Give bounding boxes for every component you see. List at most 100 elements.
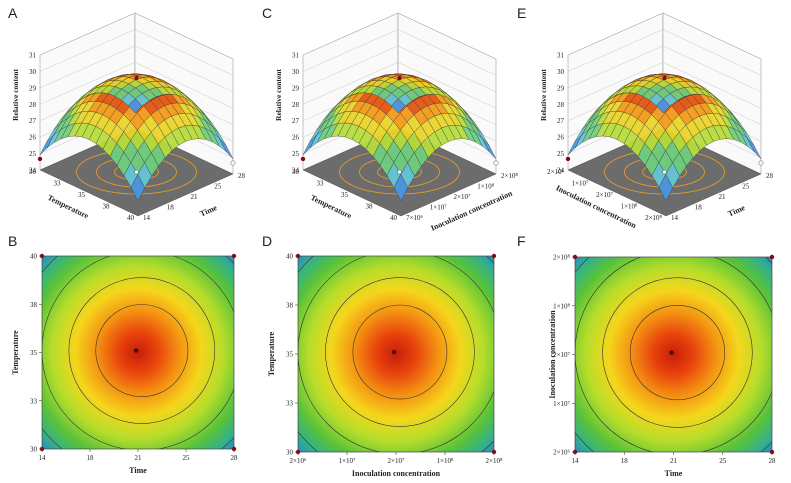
x-tick-label: 25 bbox=[214, 183, 222, 191]
wall-gridline bbox=[567, 29, 762, 76]
z-tick-label: 27 bbox=[557, 117, 565, 125]
y-axis-label: Temperature bbox=[11, 330, 20, 375]
z-tick-label: 28 bbox=[29, 101, 37, 109]
y-tick-label: 35 bbox=[286, 351, 294, 359]
panel-letters: A C E B D F bbox=[8, 5, 526, 249]
x-tick-label: 2×10⁷ bbox=[388, 457, 405, 465]
contour-line bbox=[602, 277, 753, 428]
y-tick-label: 38 bbox=[30, 301, 38, 309]
y-tick-label: 30 bbox=[30, 446, 38, 454]
x-tick-label: 2×10⁸ bbox=[486, 457, 503, 465]
contour-line bbox=[68, 277, 216, 424]
z-tick-label: 30 bbox=[292, 68, 300, 76]
x-tick-label: 2×10⁸ bbox=[501, 172, 518, 180]
y-tick-label: 30 bbox=[29, 168, 37, 176]
z-tick-label: 29 bbox=[292, 84, 300, 92]
z-tick-label: 24 bbox=[292, 167, 300, 175]
z-tick-label: 24 bbox=[557, 167, 565, 175]
z-tick-label: 29 bbox=[29, 84, 37, 92]
y-tick-label: 2×10⁶ bbox=[553, 449, 570, 457]
floor-center-point bbox=[662, 169, 667, 175]
wall-gridline bbox=[567, 45, 762, 93]
y-tick-label: 33 bbox=[286, 400, 294, 408]
contour-line bbox=[95, 304, 189, 397]
z-tick-label: 25 bbox=[292, 150, 300, 158]
x-axis-label: Time bbox=[727, 203, 747, 219]
x-tick-label: 2×10⁷ bbox=[454, 193, 471, 201]
panel-letter-d: D bbox=[262, 233, 272, 249]
z-tick-label: 29 bbox=[557, 84, 565, 92]
wall-gridline bbox=[39, 62, 234, 109]
x-tick-label: 14 bbox=[671, 214, 679, 222]
y-axis-label: Inoculation concentration bbox=[548, 310, 557, 399]
contour-heatmap bbox=[298, 256, 494, 452]
x-tick-label: 18 bbox=[695, 204, 703, 212]
contour-panel-f: 14 18 21 25 28 2×10⁶ 1×10⁷ 2×10⁷ 1×10⁸ 2×10⁸ Time I… bbox=[548, 254, 777, 479]
y-axis-label: Temperature bbox=[267, 331, 276, 376]
x-tick-label: 1×10⁷ bbox=[339, 457, 356, 465]
y-tick-label: 40 bbox=[30, 253, 38, 261]
y-tick-label: 2×10⁸ bbox=[553, 254, 570, 262]
x-tick-label: 28 bbox=[238, 172, 246, 180]
wall-gridline bbox=[39, 29, 234, 76]
y-tick-label: 2×10⁷ bbox=[553, 351, 570, 359]
z-tick-label: 31 bbox=[29, 52, 37, 60]
y-tick-label: 35 bbox=[30, 349, 38, 357]
z-axis-label: Relative content bbox=[539, 69, 548, 121]
surface-facet bbox=[655, 98, 671, 114]
z-tick-label: 30 bbox=[557, 68, 565, 76]
z-tick-label: 26 bbox=[292, 134, 300, 142]
x-tick-label: 25 bbox=[742, 183, 750, 191]
y-tick-label: 40 bbox=[286, 253, 294, 261]
x-axis-label: Time bbox=[199, 203, 219, 219]
wall-gridline bbox=[302, 62, 497, 109]
surface-facet bbox=[127, 98, 143, 114]
wall-gridline bbox=[567, 62, 762, 109]
wall-gridline bbox=[39, 45, 234, 93]
y-tick-label: 2×10⁶ bbox=[547, 168, 564, 176]
center-design-point bbox=[133, 348, 139, 353]
x-axis-label: Inoculation concentration bbox=[352, 469, 441, 478]
y-tick-label: 1×10⁷ bbox=[553, 400, 570, 408]
x-tick-label: 18 bbox=[167, 204, 175, 212]
surface-panel-a: 24 25 26 27 28 29 30 31 Relative content 30 33 35 38… bbox=[11, 12, 246, 222]
x-tick-label: 21 bbox=[670, 457, 678, 465]
contour-line bbox=[325, 277, 475, 427]
z-tick-label: 26 bbox=[29, 134, 37, 142]
x-tick-label: 14 bbox=[143, 214, 151, 222]
wall-gridline bbox=[302, 29, 497, 76]
y-tick-label: 38 bbox=[103, 203, 111, 211]
x-tick-label: 28 bbox=[769, 457, 777, 465]
x-tick-label: 1×10⁸ bbox=[477, 183, 494, 191]
y-tick-label: 1×10⁷ bbox=[572, 180, 589, 188]
x-axis-label: Time bbox=[665, 469, 683, 478]
center-design-point bbox=[669, 350, 674, 355]
z-tick-label: 25 bbox=[29, 150, 37, 158]
edge-design-point bbox=[565, 156, 571, 162]
y-tick-label: 33 bbox=[317, 180, 325, 188]
z-tick-label: 26 bbox=[557, 134, 565, 142]
z-tick-label: 24 bbox=[29, 167, 37, 175]
edge-design-point bbox=[493, 160, 499, 166]
contour-panel-d: 2×10⁶ 1×10⁷ 2×10⁷ 1×10⁸ 2×10⁸ 30 33 35 38 40 Inocu… bbox=[267, 253, 503, 479]
contour-panel-b: 14 18 21 25 28 30 33 35 38 40 Time Temperature bbox=[11, 253, 238, 476]
z-tick-label: 31 bbox=[292, 52, 300, 60]
z-tick-label: 31 bbox=[557, 52, 565, 60]
z-tick-label: 27 bbox=[292, 117, 300, 125]
y-tick-label: 35 bbox=[78, 191, 86, 199]
surface-panel-e: 24 25 26 27 28 29 30 31 Relative content 2×10⁶ 1×1… bbox=[539, 12, 774, 230]
y-tick-label: 38 bbox=[286, 302, 294, 310]
z-tick-label: 27 bbox=[29, 117, 37, 125]
contour-line bbox=[352, 304, 448, 400]
panel-letter-a: A bbox=[8, 5, 18, 21]
edge-design-point bbox=[300, 156, 306, 162]
x-tick-label: 18 bbox=[621, 457, 629, 465]
y-tick-label: 38 bbox=[366, 203, 374, 211]
x-tick-label: 1×10⁷ bbox=[430, 204, 447, 212]
corner-design-point bbox=[491, 253, 497, 259]
y-tick-label: 30 bbox=[286, 449, 294, 457]
y-tick-label: 40 bbox=[127, 214, 135, 222]
contour-line bbox=[629, 304, 726, 401]
contour-heatmap bbox=[42, 256, 234, 449]
